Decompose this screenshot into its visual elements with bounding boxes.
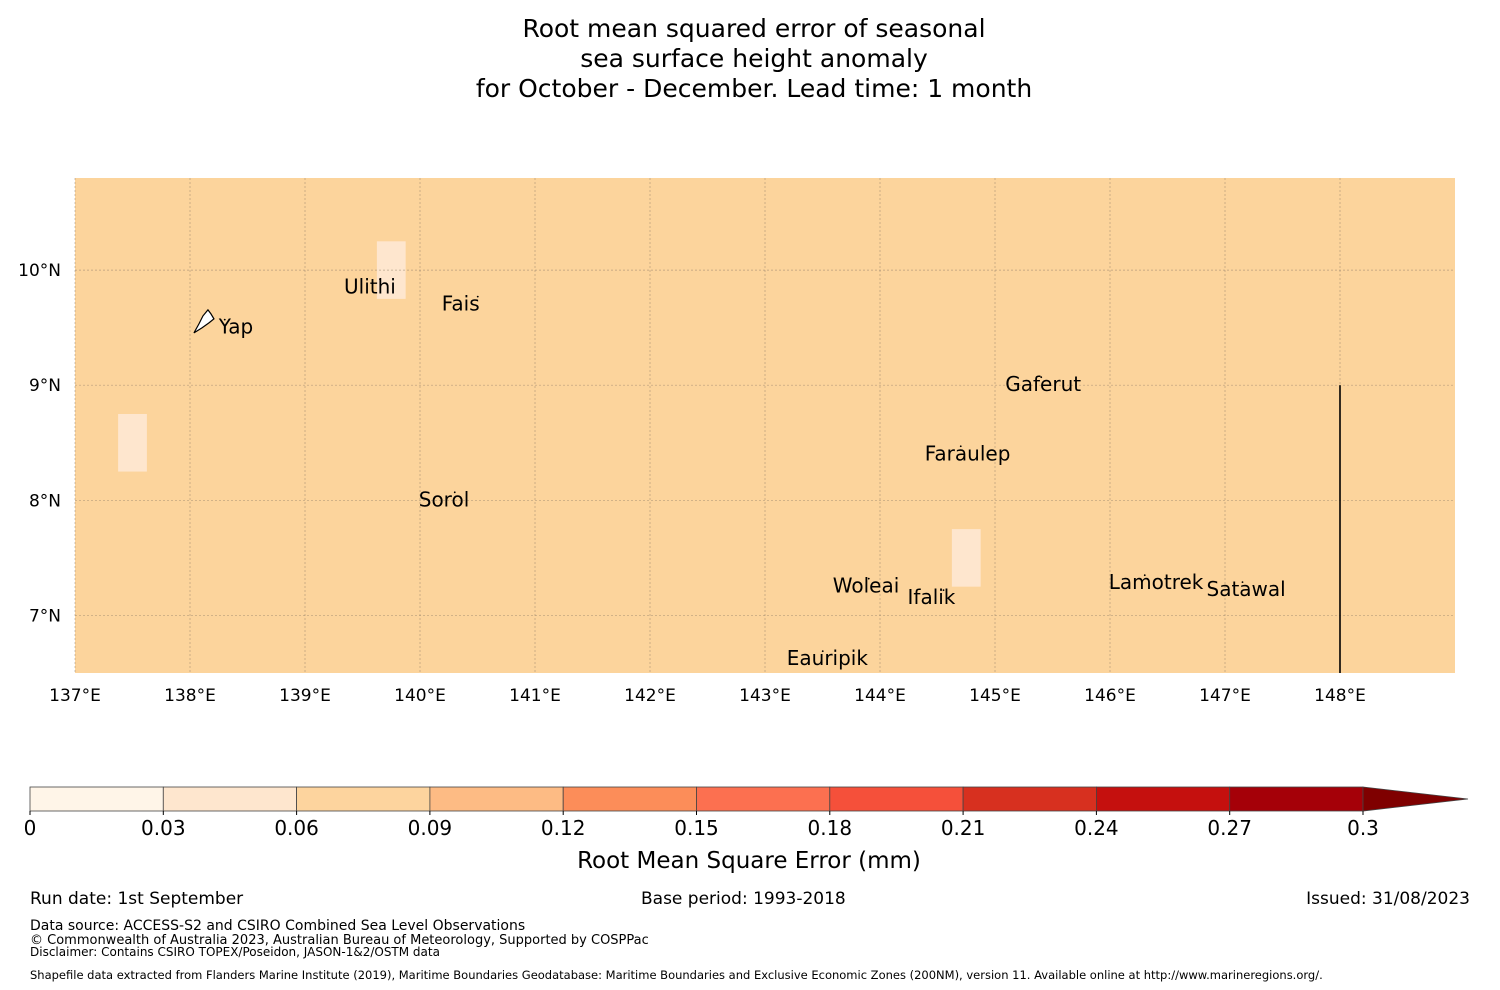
island-marker — [867, 577, 870, 580]
island-marker — [942, 589, 945, 592]
colorbar: 0 0.03 0.06 0.09 0.12 0.15 0.18 0.21 0.24 0.27 0.3… — [24, 786, 1469, 874]
colorbar-tick-label: 0.09 — [408, 816, 453, 840]
colorbar-tick-label: 0.27 — [1207, 816, 1252, 840]
island-label-lamotrek: Lamotrek — [1109, 570, 1204, 594]
lon-tick-label: 140°E — [394, 686, 446, 706]
island-marker — [379, 278, 381, 281]
colorbar-tick-label: 0.15 — [674, 816, 719, 840]
island-label-ulithi: Ulithi — [344, 274, 396, 298]
chart-title: Root mean squared error of seasonal sea … — [0, 14, 1500, 104]
lon-tick-label: 138°E — [164, 686, 216, 706]
colorbar-tick-label: 0 — [24, 816, 37, 840]
lat-tick-label: 7°N — [29, 606, 61, 626]
colorbar-tick-label: 0.18 — [808, 816, 853, 840]
island-label-sorol: Sorol — [419, 487, 470, 511]
base-period: Base period: 1993-2018 — [641, 889, 846, 909]
map-area: 137°E 138°E 139°E 140°E 141°E 142°E 143°E 144°E… — [18, 178, 1455, 706]
colorbar-extend-arrow — [1362, 786, 1469, 812]
low-error-cell — [118, 413, 147, 472]
island-marker — [1143, 574, 1146, 577]
title-line-2: sea surface height anomaly — [580, 44, 928, 73]
island-marker — [821, 650, 824, 653]
lat-tick-label: 10°N — [18, 261, 61, 281]
lat-tick-label: 9°N — [29, 376, 61, 396]
island-label-eauripik: Eauripik — [787, 646, 869, 670]
colorbar-segment — [829, 786, 964, 812]
lon-tick-label: 137°E — [49, 686, 101, 706]
island-label-faraulep: Faraulep — [925, 441, 1011, 465]
colorbar-label: Root Mean Square Error (mm) — [577, 848, 921, 874]
island-label-satawal: Satawal — [1207, 577, 1286, 601]
title-line-3: for October - December. Lead time: 1 mon… — [475, 74, 1033, 103]
colorbar-segment — [562, 786, 697, 812]
colorbar-segment — [162, 786, 298, 812]
lon-tick-label: 139°E — [279, 686, 331, 706]
colorbar-tick-label: 0.21 — [941, 816, 986, 840]
colorbar-tick-label: 0.12 — [541, 816, 586, 840]
island-marker — [1040, 376, 1043, 379]
colorbar-segment — [429, 786, 564, 812]
island-label-fais: Fais — [442, 292, 480, 316]
island-label-woleai: Woleai — [833, 574, 900, 598]
lon-tick-label: 147°E — [1199, 686, 1251, 706]
colorbar-tick-label: 0.06 — [274, 816, 319, 840]
colorbar-segment — [296, 786, 431, 812]
island-label-gaferut: Gaferut — [1005, 372, 1081, 396]
colorbar-segment — [962, 786, 1097, 812]
colorbar-segment — [696, 786, 831, 812]
colorbar-tick-label: 0.24 — [1074, 816, 1119, 840]
shapefile-credit: Shapefile data extracted from Flanders M… — [30, 968, 1323, 982]
lon-tick-label: 141°E — [509, 686, 561, 706]
colorbar-tick-label: 0.03 — [141, 816, 186, 840]
lon-tick-label: 148°E — [1314, 686, 1366, 706]
island-marker — [223, 318, 226, 321]
lon-tick-label: 144°E — [854, 686, 906, 706]
disclaimer: Disclaimer: Contains CSIRO TOPEX/Poseido… — [30, 945, 440, 959]
lat-tick-label: 8°N — [29, 491, 61, 511]
run-date: Run date: 1st September — [30, 889, 244, 909]
island-marker — [453, 491, 456, 494]
lon-tick-label: 142°E — [624, 686, 676, 706]
island-marker — [1241, 581, 1244, 584]
colorbar-segment — [29, 786, 164, 812]
lon-tick-label: 146°E — [1084, 686, 1136, 706]
colorbar-tick-label: 0.3 — [1347, 816, 1379, 840]
island-label-yap: Yap — [218, 315, 253, 339]
island-marker — [959, 445, 962, 448]
data-source: Data source: ACCESS-S2 and CSIRO Combine… — [30, 918, 526, 934]
island-label-ifalik: Ifalik — [908, 585, 956, 609]
issued-date: Issued: 31/08/2023 — [1306, 889, 1470, 909]
island-marker — [476, 295, 479, 298]
colorbar-segment — [1096, 786, 1231, 812]
low-error-cell — [951, 529, 981, 587]
yap-island-outline — [193, 308, 215, 334]
lon-tick-label: 145°E — [969, 686, 1021, 706]
copyright: © Commonwealth of Australia 2023, Austra… — [30, 933, 649, 948]
lon-tick-label: 143°E — [739, 686, 791, 706]
colorbar-segment — [1229, 786, 1364, 812]
title-line-1: Root mean squared error of seasonal — [522, 14, 986, 43]
